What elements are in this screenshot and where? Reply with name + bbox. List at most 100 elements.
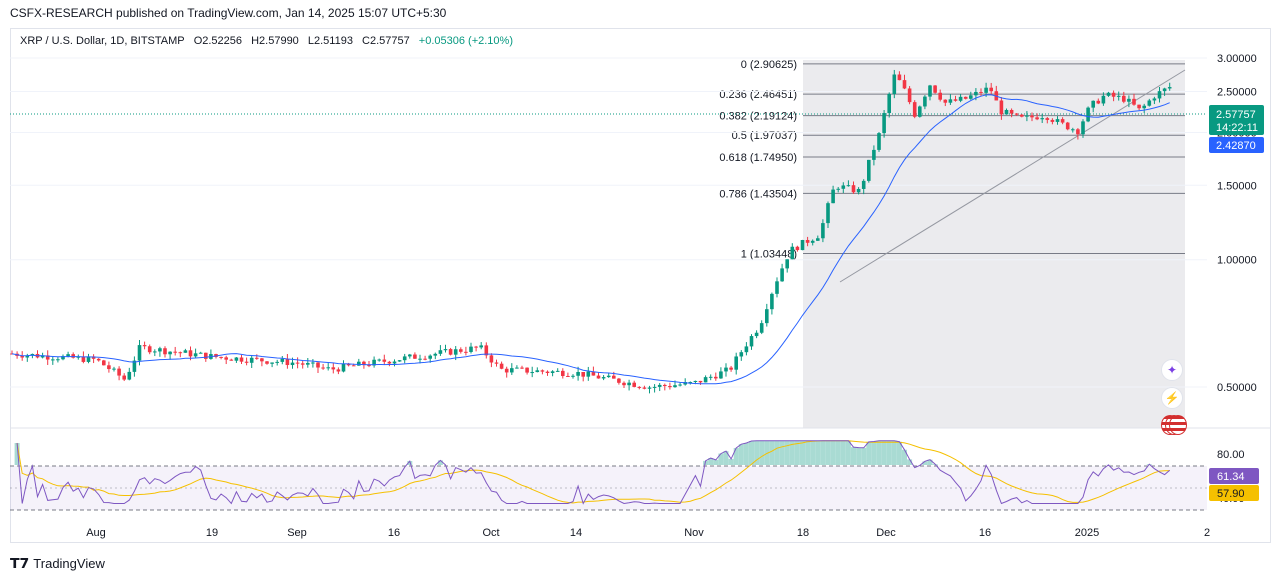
chart-legend: XRP / U.S. Dollar, 1D, BITSTAMP O2.52256… xyxy=(20,35,519,47)
candle-body xyxy=(591,371,596,376)
candle-body xyxy=(693,380,698,382)
candle-body xyxy=(1152,98,1157,101)
candle-body xyxy=(346,363,351,366)
candle-body xyxy=(678,384,682,386)
fib-levels: 0 (2.90625) 0.236 (2.46451) 0.382 (2.19124… xyxy=(719,59,1185,261)
side-icons: ✦ ⚡ xyxy=(1161,355,1187,435)
candle-body xyxy=(749,336,754,347)
candle-body xyxy=(861,180,866,189)
candle-body xyxy=(1014,113,1019,115)
time-tick: 2 xyxy=(1204,527,1210,539)
candle-body xyxy=(663,384,667,387)
candle-body xyxy=(765,309,769,324)
candle-body xyxy=(504,368,509,373)
candle-body xyxy=(331,367,336,370)
candle-body xyxy=(719,371,723,379)
candle-body xyxy=(821,223,825,239)
fib-label: 0.382 (2.19124) xyxy=(719,111,797,123)
candle-body xyxy=(754,332,759,337)
candle-body xyxy=(86,356,91,362)
trend-line[interactable] xyxy=(839,69,1186,283)
candle-body xyxy=(887,93,891,114)
candle-body xyxy=(703,377,708,383)
candle-body xyxy=(306,362,310,365)
candle-body xyxy=(1040,118,1044,120)
candle-body xyxy=(280,358,285,362)
candle-body xyxy=(51,359,55,361)
legend-open: O2.52256 xyxy=(193,35,243,47)
candle-body xyxy=(1065,122,1070,130)
candle-body xyxy=(270,362,274,364)
sparkle-icon[interactable]: ✦ xyxy=(1161,359,1183,381)
moving-average-line xyxy=(11,94,1170,385)
candle-body xyxy=(617,378,621,383)
published-caption: CSFX-RESEARCH published on TradingView.c… xyxy=(10,6,447,20)
candle-body xyxy=(902,80,907,89)
lightning-icon[interactable]: ⚡ xyxy=(1161,387,1183,409)
candle-body xyxy=(132,360,137,372)
legend-close: C2.57757 xyxy=(362,35,410,47)
candle-body xyxy=(530,372,534,374)
fib-label: 0.786 (1.43504) xyxy=(719,188,797,200)
time-tick: Nov xyxy=(684,527,704,539)
candle-body xyxy=(377,359,381,361)
candle-body xyxy=(469,346,473,352)
candle-body xyxy=(948,99,953,103)
candle-body xyxy=(851,185,856,193)
candle-body xyxy=(805,239,810,243)
candle-body xyxy=(647,387,652,389)
candle-body xyxy=(387,361,392,364)
chart-frame xyxy=(10,28,1271,543)
time-tick: 2025 xyxy=(1075,527,1099,539)
candle-body xyxy=(969,95,973,99)
candle-body xyxy=(1025,115,1029,117)
candle-body xyxy=(1091,100,1095,108)
candle-body xyxy=(91,356,96,359)
candle-body xyxy=(673,385,677,388)
candle-body xyxy=(71,354,75,358)
candle-body xyxy=(826,203,830,224)
candle-body xyxy=(627,382,631,386)
candle-body xyxy=(40,355,45,358)
candle-body xyxy=(204,352,208,359)
candle-body xyxy=(867,159,871,181)
candle-body xyxy=(479,345,483,348)
candle-body xyxy=(652,386,657,388)
candle-body xyxy=(810,240,815,243)
candle-body xyxy=(790,246,795,260)
candle-body xyxy=(459,349,463,352)
candle-body xyxy=(795,246,800,251)
candle-body xyxy=(882,113,886,134)
candle-body xyxy=(137,345,142,361)
candle-body xyxy=(397,360,402,362)
candle-body xyxy=(198,352,203,354)
tradingview-logo-icon[interactable]: 𝗧𝟳 xyxy=(10,555,30,571)
candle-body xyxy=(877,133,881,150)
candle-body xyxy=(586,371,591,377)
us-flag-icons[interactable] xyxy=(1161,415,1187,435)
candle-body xyxy=(367,365,371,367)
us-flag-icon xyxy=(1169,415,1187,435)
candle-body xyxy=(1035,117,1039,120)
time-tick: 19 xyxy=(206,527,218,539)
candle-body xyxy=(453,349,458,355)
candle-body xyxy=(841,185,846,189)
candle-body xyxy=(1137,104,1141,109)
candle-body xyxy=(734,356,738,370)
candle-body xyxy=(1060,119,1065,123)
price-axis: 3.000002.500002.000001.500001.000000.500… xyxy=(1217,53,1257,394)
candle-body xyxy=(1147,100,1152,106)
candle-body xyxy=(372,359,376,366)
candle-body xyxy=(836,188,840,190)
candle-body xyxy=(933,85,937,93)
candle-body xyxy=(1162,88,1167,92)
fib-label: 0 (2.90625) xyxy=(741,59,797,71)
candle-body xyxy=(622,382,626,386)
candle-body xyxy=(392,361,397,364)
last-price-badge xyxy=(1209,105,1264,135)
candle-body xyxy=(596,375,601,379)
candle-body xyxy=(708,376,713,378)
price-tick: 0.50000 xyxy=(1217,382,1257,394)
candle-body xyxy=(61,356,65,360)
